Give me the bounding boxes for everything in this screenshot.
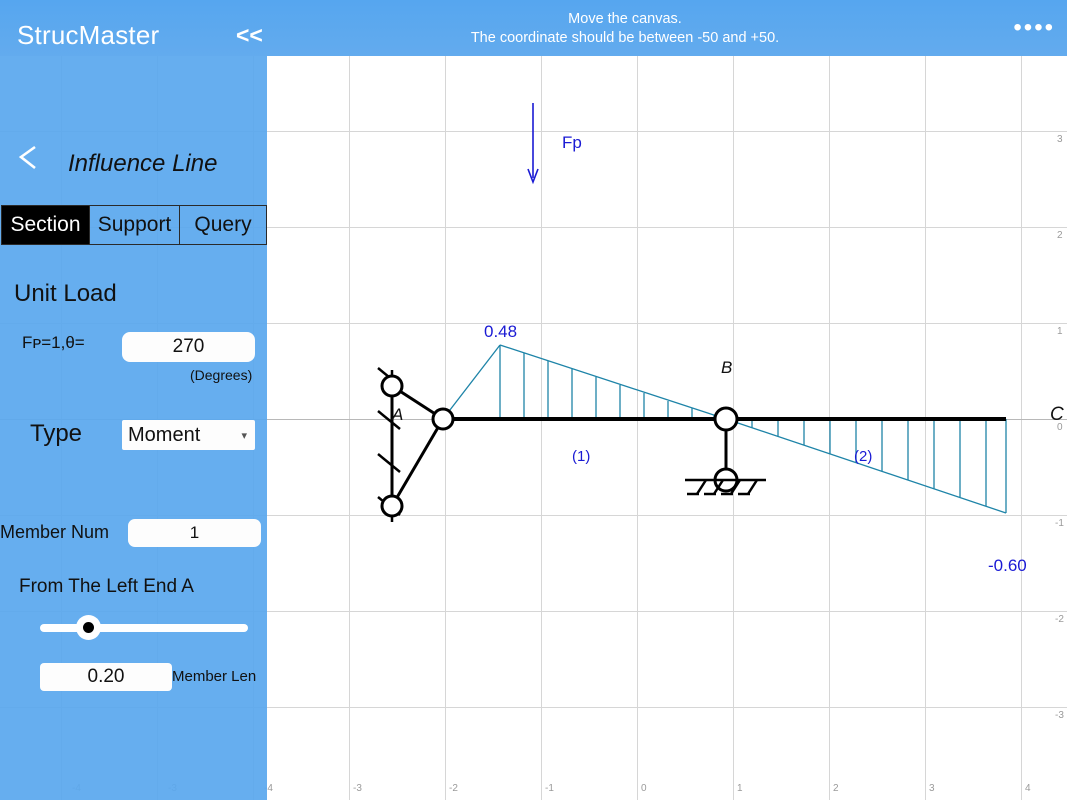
support-b-ground-hatching	[685, 478, 766, 496]
y-tick-label: -3	[1055, 710, 1064, 721]
from-left-end-label: From The Left End A	[19, 576, 194, 597]
degrees-note: (Degrees)	[190, 367, 253, 383]
hinge-node-lower	[380, 494, 404, 518]
hint-line-1: Move the canvas.	[568, 11, 682, 27]
x-tick-label: 3	[929, 783, 935, 794]
x-tick-label: 2	[833, 783, 839, 794]
unit-load-heading: Unit Load	[14, 280, 117, 307]
gridline-vertical	[925, 56, 926, 800]
node-a	[431, 407, 455, 431]
x-tick-label: 4	[1025, 783, 1031, 794]
support-a-pin	[390, 384, 445, 507]
top-bar: StrucMaster << Move the canvas. The coor…	[0, 0, 1067, 56]
slider-knob[interactable]	[83, 622, 94, 633]
influence-line-segment-2	[725, 418, 1007, 514]
gridline-horizontal	[0, 227, 1067, 228]
x-tick-label: 1	[737, 783, 743, 794]
gridline-vertical	[541, 56, 542, 800]
tab-bar: Section Support Query	[1, 205, 267, 245]
gridline-horizontal	[0, 707, 1067, 708]
tab-support[interactable]: Support	[90, 206, 180, 244]
y-tick-label: 1	[1057, 326, 1063, 337]
member-len-input[interactable]: 0.20	[40, 663, 172, 691]
hinge-node-upper	[380, 374, 404, 398]
type-select[interactable]: Moment ▾	[122, 420, 255, 450]
type-label: Type	[30, 420, 83, 447]
gridline-vertical	[637, 56, 638, 800]
gridline-vertical	[349, 56, 350, 800]
angle-input[interactable]: 270	[122, 332, 255, 362]
influence-line-segment-1	[442, 344, 727, 420]
x-tick-label: 0	[641, 783, 647, 794]
force-angle-label: Fᴘ=1,θ=	[22, 333, 85, 352]
more-options-icon[interactable]: ••••	[1013, 14, 1055, 41]
node-b	[713, 406, 739, 432]
slider-track	[40, 624, 248, 632]
y-tick-label: 0	[1057, 422, 1063, 433]
x-tick-label: -3	[353, 783, 362, 794]
gridline-vertical	[1021, 56, 1022, 800]
gridline-horizontal	[0, 515, 1067, 516]
app-title: StrucMaster	[17, 20, 160, 50]
tab-section[interactable]: Section	[2, 206, 90, 244]
x-tick-label: -1	[545, 783, 554, 794]
y-tick-label: -2	[1055, 614, 1064, 625]
unit-load-arrow-icon	[527, 103, 539, 185]
page-title: Influence Line	[68, 150, 218, 177]
type-selected-value: Moment	[128, 423, 201, 446]
member-num-input[interactable]: 1	[128, 519, 261, 547]
member-num-label: Member Num	[0, 522, 110, 542]
chevron-down-icon: ▾	[241, 430, 247, 442]
gridline-horizontal	[0, 323, 1067, 324]
y-tick-label: 2	[1057, 230, 1063, 241]
member-len-label: Member Len	[172, 668, 257, 685]
chevron-left-icon[interactable]	[16, 144, 40, 170]
tab-query[interactable]: Query	[194, 213, 252, 236]
y-tick-label: -1	[1055, 518, 1064, 529]
gridline-horizontal	[0, 611, 1067, 612]
hint-line-2: The coordinate should be between -50 and…	[470, 30, 780, 46]
hint-message: Move the canvas. The coordinate should b…	[340, 10, 910, 48]
structure-diagram	[377, 103, 1007, 522]
position-slider[interactable]	[40, 615, 248, 640]
collapse-sidebar-button[interactable]: <<	[236, 22, 263, 48]
x-tick-label: -2	[449, 783, 458, 794]
sidebar-panel: Influence Line Section Support Query Uni…	[0, 56, 267, 800]
y-tick-label: 3	[1057, 134, 1063, 145]
x-tick-label: -4	[264, 783, 273, 794]
